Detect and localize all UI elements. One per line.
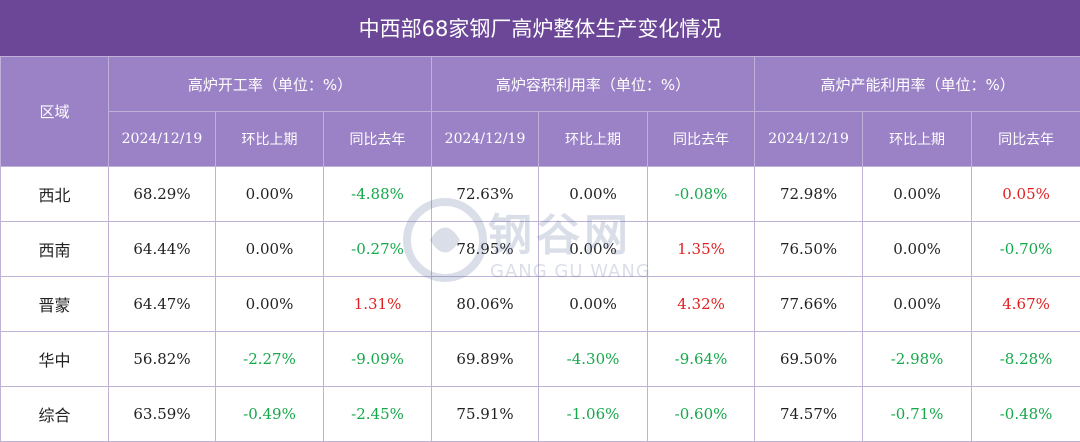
value-cell: 0.00% [215,276,324,332]
value-cell: 72.98% [754,166,864,222]
value-cell: 1.31% [322,276,433,332]
value-cell: -0.49% [215,386,324,442]
value-cell: -8.28% [971,331,1080,387]
header-yoy: 同比去年 [322,111,433,167]
value-cell: -0.48% [971,386,1080,442]
value-cell: 69.50% [754,331,864,387]
value-cell: -2.27% [215,331,324,387]
value-cell: 0.00% [538,276,649,332]
value-cell: 0.00% [862,221,973,277]
value-cell: -1.06% [538,386,649,442]
value-cell: 0.00% [862,166,973,222]
value-cell: -4.30% [538,331,649,387]
value-cell: 4.32% [647,276,756,332]
value-cell: -0.08% [647,166,756,222]
region-cell: 西南 [0,221,109,277]
value-cell: 0.00% [538,166,649,222]
value-cell: -0.60% [647,386,756,442]
value-cell: 68.29% [108,166,216,222]
value-cell: 75.91% [431,386,540,442]
value-cell: 64.47% [108,276,216,332]
region-cell: 晋蒙 [0,276,109,332]
value-cell: 4.67% [971,276,1080,332]
header-group-volume-utilization: 高炉容积利用率（单位：%） [431,56,756,112]
value-cell: -0.71% [862,386,973,442]
value-cell: -2.45% [322,386,433,442]
value-cell: 0.00% [215,221,324,277]
table-body: 西北 68.29% 0.00% -4.88% 72.63% 0.00% -0.08% 72.9… [0,166,1080,442]
value-cell: 76.50% [754,221,864,277]
table-row: 华中 56.82% -2.27% -9.09% 69.89% -4.30% -9.64% 69… [0,331,1080,387]
value-cell: -9.64% [647,331,756,387]
value-cell: -4.88% [322,166,433,222]
table-row: 综合 63.59% -0.49% -2.45% 75.91% -1.06% -0.60% 74… [0,386,1080,442]
header-region: 区域 [0,56,109,167]
value-cell: -2.98% [862,331,973,387]
value-cell: 0.00% [538,221,649,277]
value-cell: 69.89% [431,331,540,387]
header-date: 2024/12/19 [431,111,540,167]
header-date: 2024/12/19 [108,111,216,167]
table-row: 晋蒙 64.47% 0.00% 1.31% 80.06% 0.00% 4.32% 77.66%… [0,276,1080,332]
region-cell: 西北 [0,166,109,222]
value-cell: -0.27% [322,221,433,277]
value-cell: 0.05% [971,166,1080,222]
production-table: 区域 高炉开工率（单位：%） 高炉容积利用率（单位：%） 高炉产能利用率（单位：… [0,56,1080,442]
header-date: 2024/12/19 [754,111,864,167]
header-mom: 环比上期 [862,111,973,167]
value-cell: 1.35% [647,221,756,277]
value-cell: 80.06% [431,276,540,332]
header-yoy: 同比去年 [971,111,1080,167]
header-row-groups: 区域 高炉开工率（单位：%） 高炉容积利用率（单位：%） 高炉产能利用率（单位：… [0,56,1080,167]
value-cell: -0.70% [971,221,1080,277]
value-cell: 77.66% [754,276,864,332]
table-row: 西南 64.44% 0.00% -0.27% 78.95% 0.00% 1.35% 76.50… [0,221,1080,277]
value-cell: 78.95% [431,221,540,277]
value-cell: 74.57% [754,386,864,442]
value-cell: -9.09% [322,331,433,387]
value-cell: 63.59% [108,386,216,442]
value-cell: 64.44% [108,221,216,277]
header-yoy: 同比去年 [647,111,756,167]
header-mom: 环比上期 [215,111,324,167]
value-cell: 56.82% [108,331,216,387]
value-cell: 72.63% [431,166,540,222]
region-cell: 综合 [0,386,109,442]
report-title: 中西部68家钢厂高炉整体生产变化情况 [0,0,1080,56]
value-cell: 0.00% [215,166,324,222]
header-mom: 环比上期 [538,111,649,167]
table-row: 西北 68.29% 0.00% -4.88% 72.63% 0.00% -0.08% 72.9… [0,166,1080,222]
header-group-operating-rate: 高炉开工率（单位：%） [107,56,433,112]
header-group-capacity-utilization: 高炉产能利用率（单位：%） [754,56,1080,112]
region-cell: 华中 [0,331,109,387]
value-cell: 0.00% [862,276,973,332]
header-row-sub: 2024/12/19 环比上期 同比去年 2024/12/19 环比上期 同比去… [1,111,1080,167]
